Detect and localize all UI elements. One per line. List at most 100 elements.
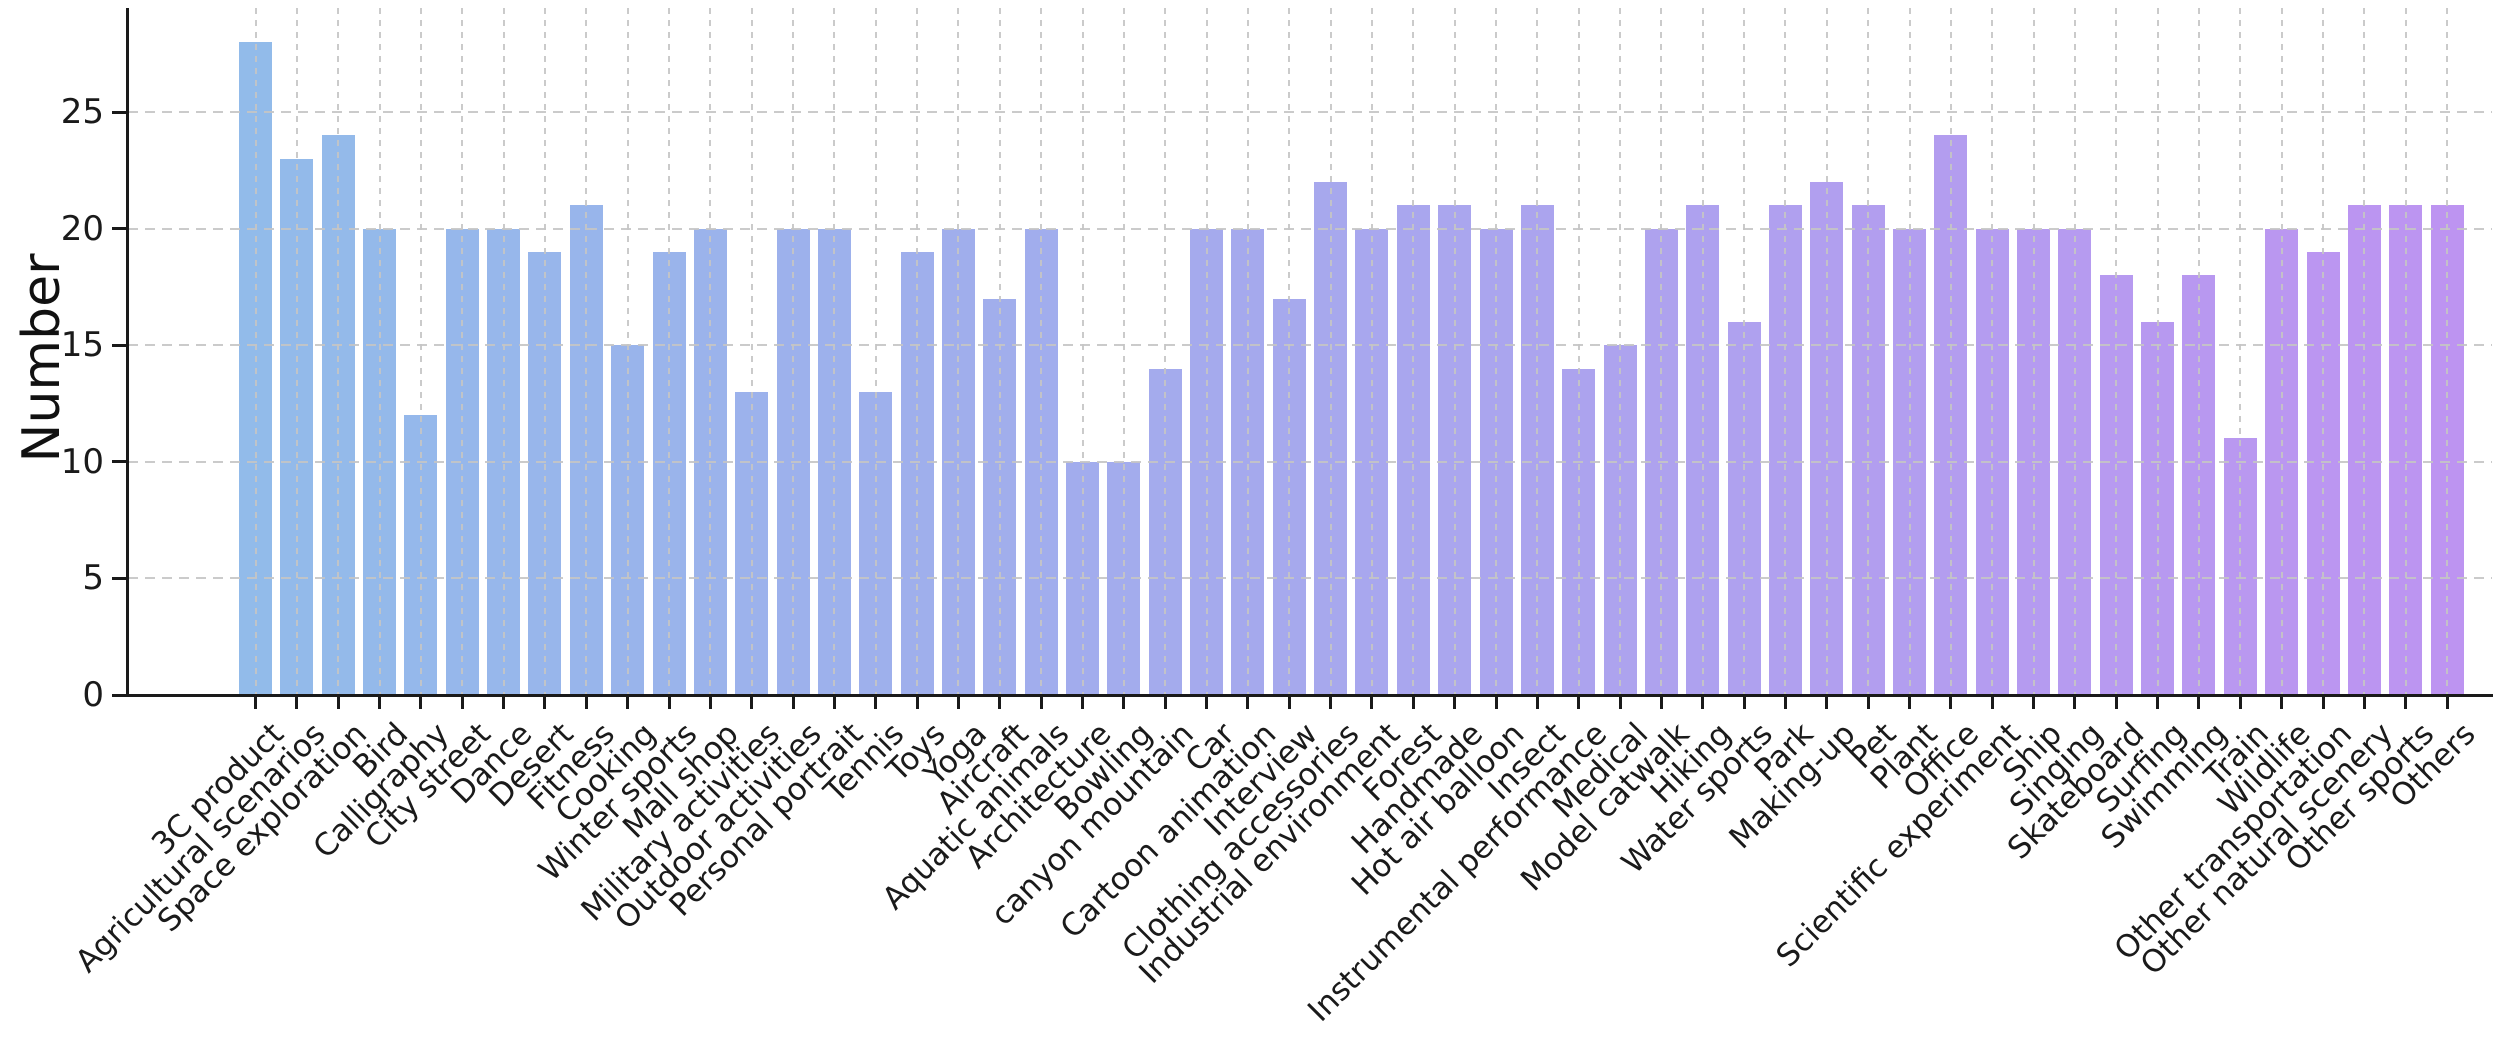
v-gridline xyxy=(502,8,505,695)
v-gridline xyxy=(337,8,340,695)
y-tick-label: 10 xyxy=(60,441,104,482)
x-tick-mark xyxy=(2404,695,2408,709)
v-gridline xyxy=(1660,8,1663,695)
v-gridline xyxy=(1908,8,1911,695)
h-gridline-15 xyxy=(128,344,2492,347)
v-gridline xyxy=(585,8,588,695)
x-tick-mark xyxy=(1949,695,1953,709)
h-gridline-25 xyxy=(128,111,2492,113)
x-tick-mark xyxy=(1701,695,1705,709)
v-gridline xyxy=(1288,8,1291,695)
y-tick-mark xyxy=(112,227,126,231)
x-tick-mark xyxy=(832,695,836,709)
v-gridline xyxy=(2322,8,2324,695)
x-tick-mark xyxy=(1618,695,1622,709)
x-tick-mark xyxy=(502,695,506,709)
x-tick-mark xyxy=(1990,695,1994,709)
v-gridline xyxy=(626,8,629,695)
x-tick-mark xyxy=(791,695,795,709)
x-tick-mark xyxy=(1246,695,1250,709)
x-tick-mark xyxy=(2280,695,2284,709)
x-tick-mark xyxy=(1659,695,1663,709)
x-tick-mark xyxy=(667,695,671,709)
v-gridline xyxy=(1577,8,1580,695)
v-gridline xyxy=(1825,8,1828,695)
v-gridline xyxy=(1329,8,1332,695)
x-tick-mark xyxy=(1287,695,1291,709)
v-gridline xyxy=(1040,8,1043,695)
x-tick-mark xyxy=(419,695,423,709)
y-axis-spine xyxy=(126,8,129,697)
x-tick-mark xyxy=(378,695,382,709)
x-tick-mark xyxy=(750,695,754,709)
x-tick-mark xyxy=(1039,695,1043,709)
v-gridline xyxy=(461,8,464,695)
x-tick-mark xyxy=(336,695,340,709)
x-tick-mark xyxy=(2073,695,2077,709)
x-axis-spine xyxy=(126,694,2493,697)
x-tick-mark xyxy=(1908,695,1911,709)
x-tick-mark xyxy=(626,695,630,709)
v-gridline xyxy=(1949,8,1952,695)
v-gridline xyxy=(1536,8,1539,695)
y-tick-label: 25 xyxy=(60,92,104,132)
v-gridline xyxy=(709,8,712,695)
v-gridline xyxy=(1205,8,1208,695)
v-gridline xyxy=(1991,8,1994,695)
y-tick-mark xyxy=(112,576,126,580)
v-gridline xyxy=(2446,8,2449,695)
v-gridline xyxy=(254,8,257,695)
x-tick-mark xyxy=(1535,695,1539,709)
x-tick-mark xyxy=(1866,695,1870,709)
v-gridline xyxy=(2156,8,2159,695)
x-tick-mark xyxy=(584,695,588,709)
v-gridline xyxy=(874,8,877,695)
y-tick-label: 0 xyxy=(82,675,104,715)
v-gridline xyxy=(1701,8,1704,695)
v-gridline xyxy=(833,8,836,695)
v-gridline xyxy=(1164,8,1167,695)
x-tick-mark xyxy=(295,695,299,709)
x-tick-mark xyxy=(1163,695,1167,709)
v-gridline xyxy=(1784,8,1787,695)
v-gridline xyxy=(1867,8,1870,695)
x-tick-mark xyxy=(708,695,712,709)
v-gridline xyxy=(2280,8,2283,695)
x-tick-mark xyxy=(2238,695,2242,709)
y-tick-label: 20 xyxy=(60,208,104,249)
x-tick-mark xyxy=(2156,695,2160,709)
v-gridline xyxy=(295,8,298,695)
x-tick-mark xyxy=(956,695,960,709)
x-tick-mark xyxy=(1825,695,1829,709)
v-gridline xyxy=(2404,8,2407,695)
v-gridline xyxy=(1122,8,1125,695)
x-tick-mark xyxy=(1783,695,1787,709)
v-gridline xyxy=(1370,8,1373,695)
y-tick-mark xyxy=(112,110,126,114)
v-gridline xyxy=(1619,8,1622,695)
v-gridline xyxy=(1495,8,1497,695)
x-tick-mark xyxy=(1081,695,1084,709)
x-tick-mark xyxy=(1577,695,1581,709)
v-gridline xyxy=(916,8,919,695)
v-gridline xyxy=(543,8,546,695)
y-tick-label: 15 xyxy=(60,325,104,366)
v-gridline xyxy=(2073,8,2076,695)
v-gridline xyxy=(1246,8,1249,695)
v-gridline xyxy=(792,8,795,695)
x-tick-mark xyxy=(874,695,878,709)
x-tick-mark xyxy=(254,695,257,709)
x-tick-mark xyxy=(1742,695,1746,709)
v-gridline xyxy=(998,8,1001,695)
v-gridline xyxy=(2239,8,2242,695)
y-tick-mark xyxy=(112,460,126,464)
x-tick-mark xyxy=(1370,695,1374,709)
v-gridline xyxy=(2363,8,2366,695)
x-tick-mark xyxy=(2197,695,2201,709)
x-tick-mark xyxy=(2114,695,2118,709)
x-tick-mark xyxy=(2445,695,2449,709)
x-tick-mark xyxy=(2032,695,2036,709)
v-gridline xyxy=(1453,8,1456,695)
x-tick-mark xyxy=(2321,695,2325,709)
v-gridline xyxy=(2197,8,2200,695)
